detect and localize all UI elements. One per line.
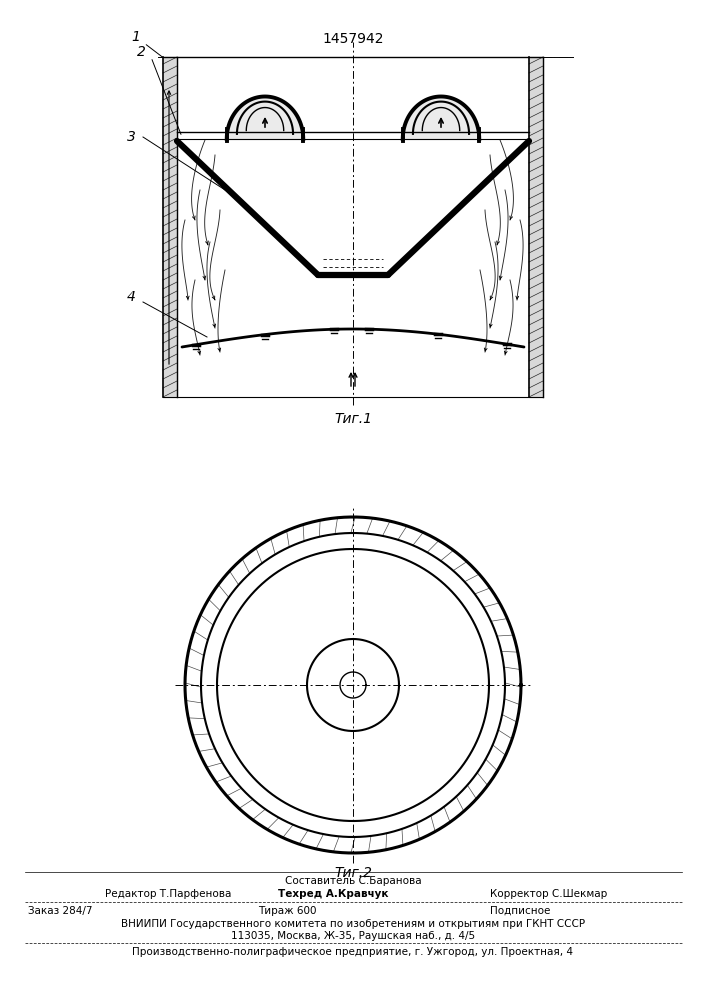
Text: Техред А.Кравчук: Техред А.Кравчук bbox=[278, 889, 389, 899]
Text: 3: 3 bbox=[127, 130, 136, 144]
Text: Корректор С.Шекмар: Корректор С.Шекмар bbox=[490, 889, 607, 899]
Text: Τиг.1: Τиг.1 bbox=[334, 412, 372, 426]
Text: 4: 4 bbox=[127, 290, 136, 304]
Text: 1457942: 1457942 bbox=[322, 32, 384, 46]
Text: Производственно-полиграфическое предприятие, г. Ужгород, ул. Проектная, 4: Производственно-полиграфическое предприя… bbox=[132, 947, 573, 957]
Text: 2: 2 bbox=[136, 45, 146, 59]
Text: 1: 1 bbox=[132, 30, 141, 44]
Text: ВНИИПИ Государственного комитета по изобретениям и открытиям при ГКНТ СССР: ВНИИПИ Государственного комитета по изоб… bbox=[121, 919, 585, 929]
Text: Подписное: Подписное bbox=[490, 906, 550, 916]
Text: Τиг.2: Τиг.2 bbox=[334, 866, 372, 880]
Text: 113035, Москва, Ж-35, Раушская наб., д. 4/5: 113035, Москва, Ж-35, Раушская наб., д. … bbox=[231, 931, 475, 941]
Text: Тираж 600: Тираж 600 bbox=[258, 906, 317, 916]
Text: Редактор Т.Парфенова: Редактор Т.Парфенова bbox=[105, 889, 231, 899]
Text: Заказ 284/7: Заказ 284/7 bbox=[28, 906, 93, 916]
Text: Составитель С.Баранова: Составитель С.Баранова bbox=[285, 876, 421, 886]
